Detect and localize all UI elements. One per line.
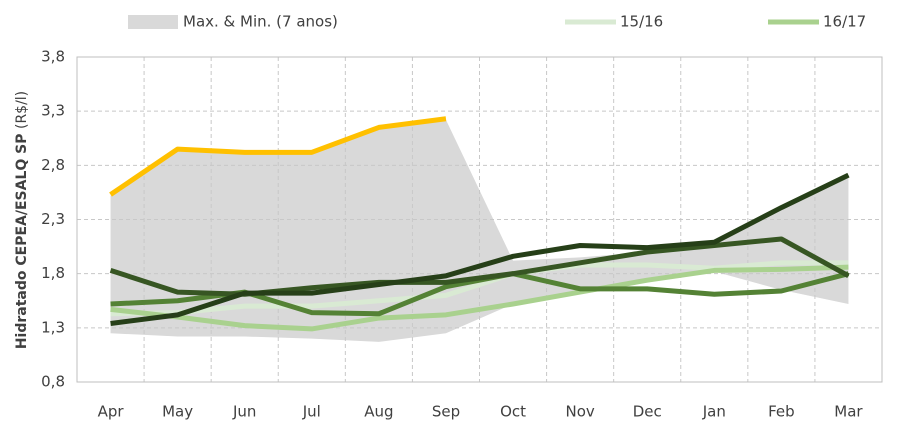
legend-label: Max. & Min. (7 anos) (183, 13, 338, 31)
y-tick-label: 1,3 (41, 318, 65, 336)
legend-swatch (128, 15, 178, 29)
series-line (110, 260, 849, 317)
y-tick-label: 2,8 (41, 156, 65, 174)
x-tick-label: Mar (834, 403, 863, 421)
x-tick-label: Aug (364, 403, 393, 421)
series-line (109, 236, 850, 297)
y-axis-label: Hidratado CEPEA/ESALQ SP (R$/l) (14, 91, 30, 349)
x-tick-label: May (162, 403, 193, 421)
series-line (110, 172, 850, 326)
x-tick-label: Oct (500, 403, 526, 421)
legend-label: 15/16 (620, 13, 663, 31)
y-tick-label: 1,8 (41, 264, 65, 282)
y-tick-label: 3,3 (41, 102, 65, 120)
range-area (110, 119, 849, 342)
x-tick-label: Jan (702, 403, 726, 421)
y-tick-label: 2,3 (41, 210, 65, 228)
x-tick-label: Jul (302, 403, 321, 421)
y-tick-label: 3,8 (41, 48, 65, 66)
series-line (109, 116, 447, 197)
y-tick-label: 0,8 (41, 373, 65, 391)
y-axis-unit: (R$/l) (14, 91, 30, 129)
x-tick-label: Jun (232, 403, 256, 421)
x-tick-label: Dec (633, 403, 662, 421)
y-axis-title: Hidratado CEPEA/ESALQ SP (14, 133, 30, 349)
x-tick-label: Feb (768, 403, 795, 421)
plot-frame (76, 56, 883, 383)
x-tick-label: Sep (432, 403, 460, 421)
x-tick-label: Nov (565, 403, 594, 421)
legend-label: 16/17 (823, 13, 866, 31)
series-line (110, 264, 849, 332)
x-tick-label: Apr (98, 403, 125, 421)
